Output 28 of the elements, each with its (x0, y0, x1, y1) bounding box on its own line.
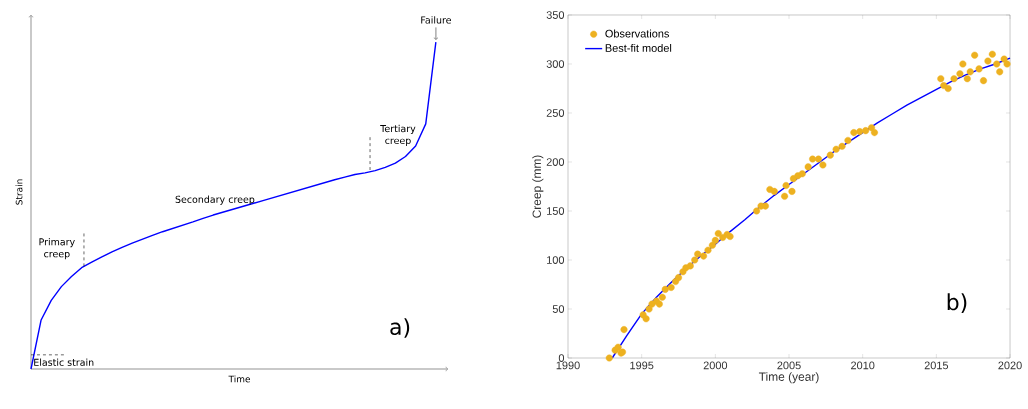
y-tick-label: 0 (558, 354, 565, 362)
x-tick-label: 2000 (703, 361, 728, 370)
y-tick-label: 300 (546, 60, 565, 68)
x-tick-label: 1990 (556, 361, 580, 370)
x-tick-label: 2020 (998, 361, 1022, 370)
legend-label: Best-fit model (605, 43, 672, 52)
annotation: Tertiary creep (380, 124, 416, 146)
text: Failure (421, 16, 451, 24)
y-axis-title: Strain (15, 179, 23, 205)
annotation: Primary creep (39, 238, 75, 260)
annotation: Secondary creep (175, 195, 255, 205)
annotation: b) (947, 293, 967, 313)
x-tick-label: 2015 (924, 361, 949, 370)
y-axis-title: Creep (mm) (532, 155, 544, 218)
annotation: a) (390, 318, 410, 338)
y-tick-label: 250 (546, 109, 565, 117)
y-tick-label: 350 (546, 11, 565, 19)
y-tick-label: 150 (547, 207, 565, 215)
x-axis-title: Time (year) (758, 372, 819, 384)
x-tick-label: 2010 (851, 361, 875, 370)
y-tick-label: 50 (552, 305, 565, 313)
x-axis-title: Time (228, 375, 251, 383)
annotation: Elastic strain (34, 358, 94, 366)
x-tick-label: 2005 (777, 361, 801, 370)
x-tick-label: 1995 (630, 361, 654, 370)
y-tick-label: 100 (547, 256, 565, 264)
legend-label: Observations (605, 29, 670, 38)
y-tick-label: 200 (546, 158, 565, 166)
